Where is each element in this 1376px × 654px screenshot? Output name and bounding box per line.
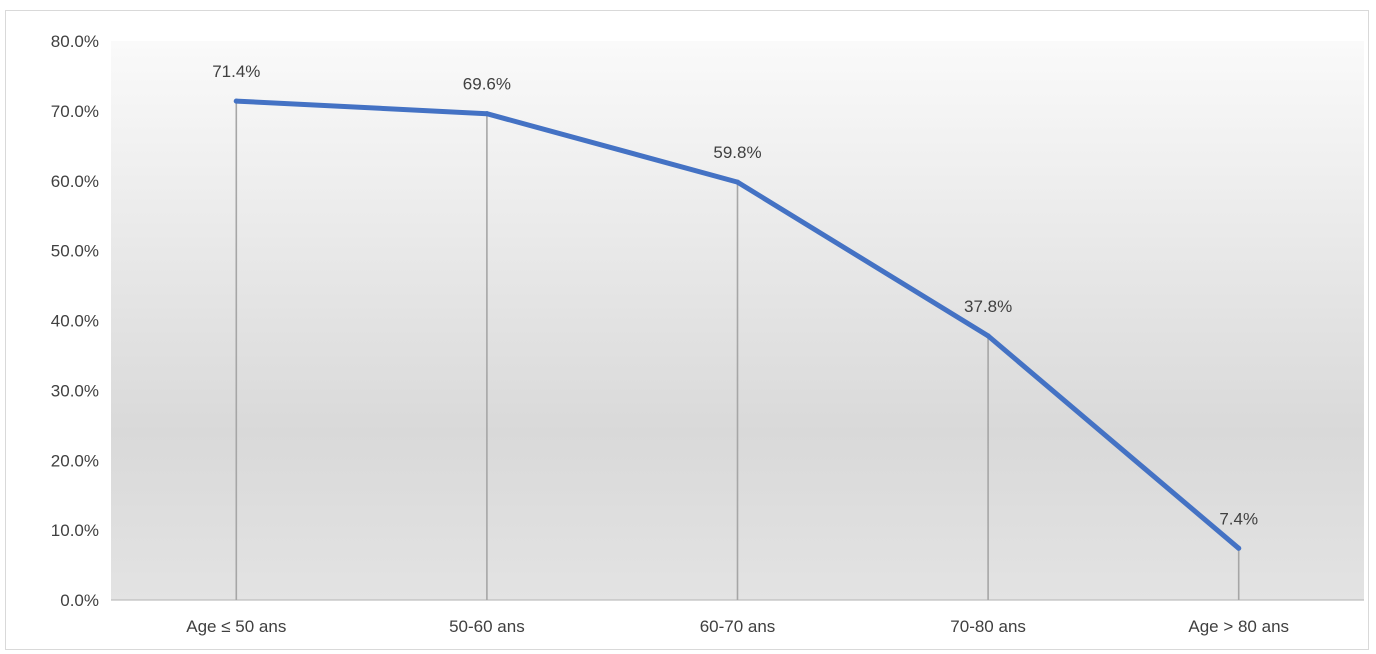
y-axis: 0.0% 10.0% 20.0% 30.0% 40.0% 50.0% 60.0% 70.0% 8… (51, 32, 99, 610)
data-label: 59.8% (713, 143, 761, 162)
data-point (1236, 545, 1242, 551)
x-tick-label: 50-60 ans (449, 617, 525, 636)
y-tick-label: 10.0% (51, 521, 99, 540)
y-tick-label: 50.0% (51, 242, 99, 261)
series-line-group (233, 98, 1242, 551)
data-point (233, 98, 239, 104)
y-tick-label: 20.0% (51, 451, 99, 470)
x-axis: Age ≤ 50 ans 50-60 ans 60-70 ans 70-80 ans A… (111, 599, 1364, 636)
x-tick-label: Age ≤ 50 ans (186, 617, 286, 636)
x-tick-label: Age > 80 ans (1188, 617, 1289, 636)
data-point (985, 333, 991, 339)
data-point (735, 179, 740, 185)
line-chart: 0.0% 10.0% 20.0% 30.0% 40.0% 50.0% 60.0% 70.0% 8… (51, 32, 1364, 636)
drop-lines (235, 101, 1240, 600)
x-tick-label: 70-80 ans (950, 617, 1026, 636)
chart-container: 0.0% 10.0% 20.0% 30.0% 40.0% 50.0% 60.0% 70.0% 8… (5, 10, 1369, 650)
data-labels: 71.4% 69.6% 59.8% 37.8% 7.4% (212, 62, 1258, 528)
data-label: 7.4% (1219, 509, 1258, 528)
y-tick-label: 0.0% (60, 591, 99, 610)
y-tick-label: 60.0% (51, 172, 99, 191)
y-tick-label: 30.0% (51, 381, 99, 400)
x-tick-label: 60-70 ans (700, 617, 776, 636)
data-point (484, 111, 490, 117)
data-label: 71.4% (212, 62, 260, 81)
data-label: 37.8% (964, 297, 1012, 316)
y-tick-label: 80.0% (51, 32, 99, 51)
y-tick-label: 70.0% (51, 102, 99, 121)
y-tick-label: 40.0% (51, 312, 99, 331)
data-label: 69.6% (463, 75, 511, 94)
